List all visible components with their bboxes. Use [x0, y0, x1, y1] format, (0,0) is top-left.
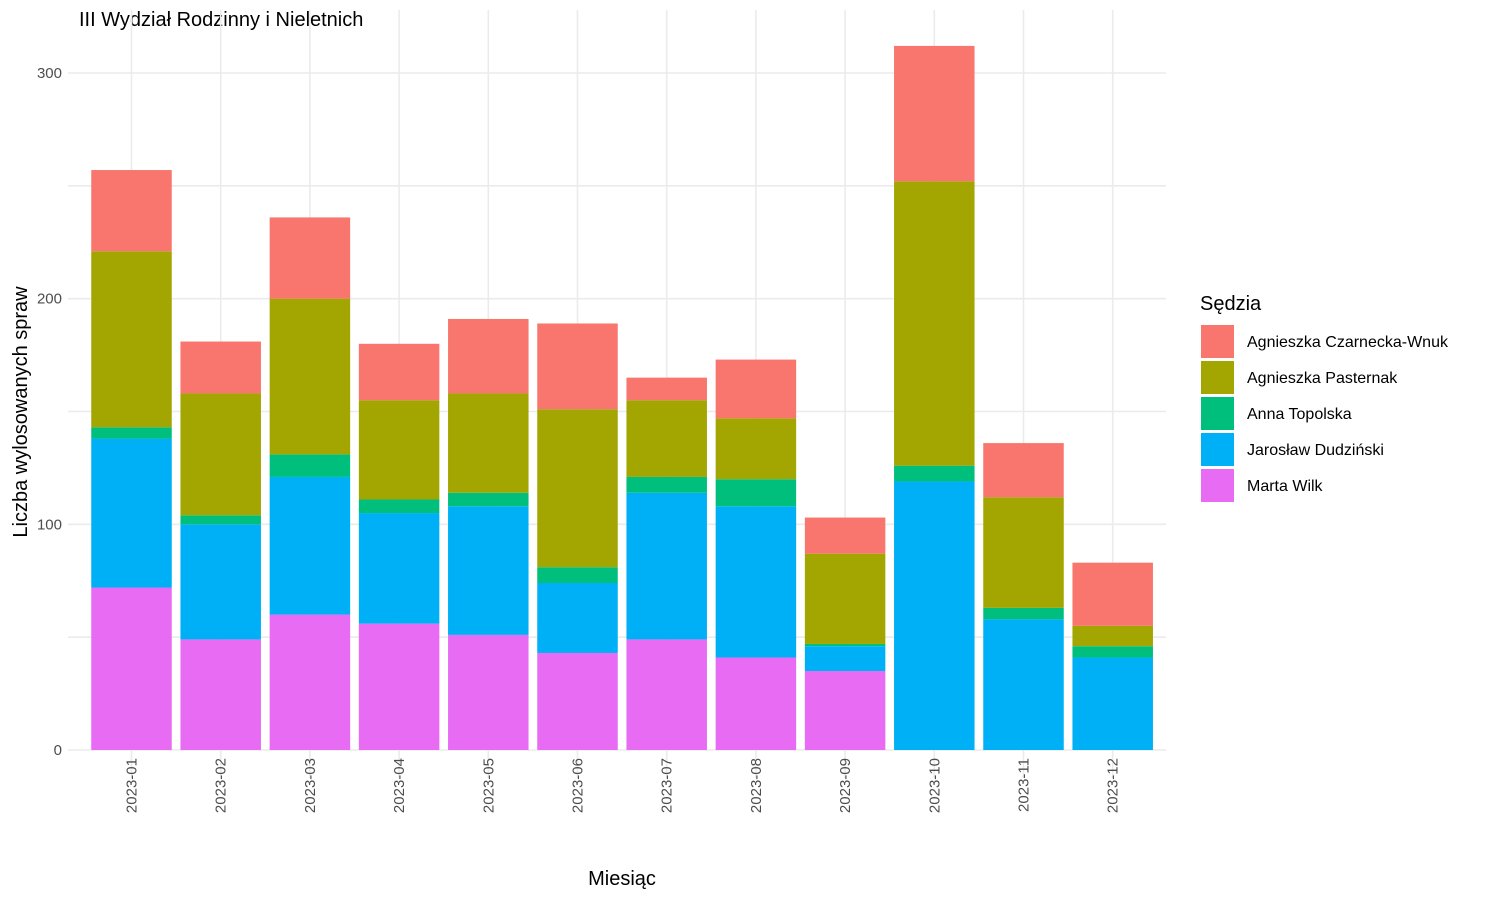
bar-segment-agnieszka-czarnecka-wnuk [804, 517, 886, 554]
bar-segment-anna-topolska [1072, 646, 1153, 658]
bar-segment-jarosław-dudziński [715, 506, 797, 658]
bar-segment-agnieszka-pasternak [715, 418, 797, 480]
y-tick-label: 100 [37, 516, 62, 533]
x-axis-ticks: 2023-01 2023-02 2023-03 2023-04 2023-05 2023-… [124, 758, 1122, 813]
bar-segment-agnieszka-czarnecka-wnuk [537, 323, 618, 410]
legend: Sędzia Agnieszka Czarnecka-WnukAgnieszka… [1200, 293, 1449, 502]
bar-segment-agnieszka-czarnecka-wnuk [448, 318, 529, 394]
bar-segment-agnieszka-czarnecka-wnuk [626, 377, 707, 401]
bar-segment-agnieszka-pasternak [626, 400, 707, 477]
bar-segment-marta-wilk [715, 657, 797, 750]
bar-segment-agnieszka-pasternak [1072, 625, 1153, 647]
bar-segment-agnieszka-pasternak [537, 409, 618, 568]
bar-segment-anna-topolska [448, 492, 529, 507]
bar-segment-agnieszka-pasternak [358, 400, 440, 500]
bar-segment-marta-wilk [448, 634, 529, 750]
bar-segment-anna-topolska [269, 454, 351, 477]
bar-segment-marta-wilk [180, 639, 261, 750]
bar-segment-agnieszka-czarnecka-wnuk [269, 217, 351, 299]
bar-segment-jarosław-dudziński [358, 513, 440, 624]
x-tick-label: 2023-12 [1105, 758, 1122, 813]
bar-segment-marta-wilk [804, 671, 886, 750]
bar-segment-jarosław-dudziński [448, 506, 529, 635]
bar-segment-agnieszka-pasternak [269, 298, 351, 455]
bar-segment-anna-topolska [626, 476, 707, 493]
bar-segment-agnieszka-pasternak [983, 497, 1064, 608]
bar-segment-anna-topolska [983, 607, 1064, 620]
x-tick-label: 2023-03 [302, 758, 319, 813]
bar-segment-jarosław-dudziński [91, 438, 172, 588]
bar-segment-jarosław-dudziński [983, 619, 1064, 750]
legend-label: Marta Wilk [1247, 478, 1324, 495]
y-tick-label: 0 [54, 742, 62, 759]
bar-segment-agnieszka-czarnecka-wnuk [983, 443, 1064, 498]
bar-segment-agnieszka-pasternak [894, 181, 975, 466]
x-tick-label: 2023-06 [570, 758, 587, 813]
bar-segment-agnieszka-czarnecka-wnuk [894, 45, 975, 182]
bar-segment-agnieszka-czarnecka-wnuk [180, 341, 261, 394]
bar-segment-jarosław-dudziński [894, 481, 975, 750]
legend-label: Agnieszka Czarnecka-Wnuk [1247, 334, 1449, 351]
bar-segment-marta-wilk [358, 623, 440, 750]
x-tick-label: 2023-04 [391, 758, 408, 813]
legend-swatch [1201, 469, 1234, 502]
legend-label: Jarosław Dudziński [1247, 442, 1384, 459]
bar-segment-jarosław-dudziński [537, 583, 618, 653]
x-tick-label: 2023-02 [213, 758, 230, 813]
bar-segment-agnieszka-czarnecka-wnuk [91, 170, 172, 252]
legend-swatch [1201, 433, 1234, 466]
legend-label: Agnieszka Pasternak [1247, 370, 1398, 387]
x-tick-label: 2023-09 [837, 758, 854, 813]
bar-segment-anna-topolska [358, 499, 440, 514]
bar-segment-marta-wilk [626, 639, 707, 750]
bar-segment-anna-topolska [537, 567, 618, 584]
x-tick-label: 2023-11 [1016, 758, 1033, 812]
x-tick-label: 2023-08 [748, 758, 765, 813]
bar-segment-agnieszka-czarnecka-wnuk [715, 359, 797, 419]
bar-segment-agnieszka-pasternak [448, 393, 529, 493]
bar-segment-jarosław-dudziński [1072, 657, 1153, 750]
legend-swatch [1201, 397, 1234, 430]
bar-segment-jarosław-dudziński [804, 646, 886, 672]
y-tick-label: 200 [37, 291, 62, 308]
bar-segment-anna-topolska [715, 479, 797, 507]
bar-segment-agnieszka-pasternak [804, 553, 886, 644]
legend-swatch [1201, 361, 1234, 394]
bar-segment-anna-topolska [91, 427, 172, 439]
y-axis-ticks: 0 100 200 300 [37, 65, 62, 759]
bar-segment-anna-topolska [894, 465, 975, 482]
bar-segment-agnieszka-czarnecka-wnuk [358, 343, 440, 401]
bar-segment-anna-topolska [180, 515, 261, 525]
legend-title: Sędzia [1200, 293, 1262, 315]
bar-segment-agnieszka-czarnecka-wnuk [1072, 562, 1153, 626]
x-tick-label: 2023-07 [659, 758, 676, 813]
bar-segment-anna-topolska [804, 643, 886, 647]
bar-segment-jarosław-dudziński [269, 476, 351, 615]
bar-segment-jarosław-dudziński [626, 492, 707, 640]
bar-segment-agnieszka-pasternak [91, 251, 172, 428]
bar-segment-marta-wilk [537, 652, 618, 750]
bar-segment-agnieszka-pasternak [180, 393, 261, 516]
legend-swatch [1201, 325, 1234, 358]
x-axis-title: Miesiąc [588, 868, 656, 890]
legend-items: Agnieszka Czarnecka-Wnuk Agnieszka Paster… [1201, 325, 1449, 502]
x-tick-label: 2023-10 [926, 758, 943, 813]
legend-label: Anna Topolska [1247, 406, 1352, 423]
bar-segment-marta-wilk [269, 614, 351, 750]
y-tick-label: 300 [37, 65, 62, 82]
y-axis-title: Liczba wylosowanych spraw [10, 286, 32, 538]
bar-segment-jarosław-dudziński [180, 524, 261, 640]
bar-segment-marta-wilk [91, 587, 172, 750]
x-tick-label: 2023-01 [124, 758, 141, 813]
x-tick-label: 2023-05 [480, 758, 497, 813]
bars [91, 45, 1153, 750]
